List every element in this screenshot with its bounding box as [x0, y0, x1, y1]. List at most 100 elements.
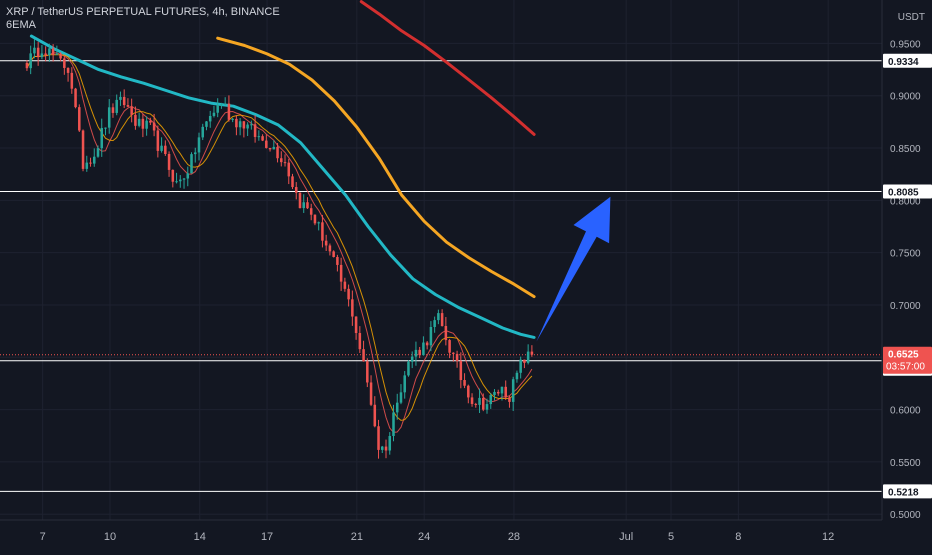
x-tick-label: 8: [735, 531, 741, 543]
candle-body: [137, 118, 141, 126]
level-tag-text: 0.9334: [888, 57, 919, 68]
candle-body: [324, 240, 328, 246]
candle-body: [272, 146, 276, 150]
candle-body: [343, 281, 347, 289]
candle-body: [220, 104, 223, 106]
candle-body: [410, 356, 414, 362]
candle-body: [126, 105, 130, 107]
candle-body: [81, 130, 85, 169]
level-tag-bg: [883, 184, 932, 199]
candle-body: [433, 320, 436, 327]
candle-body: [309, 208, 313, 215]
candle-body: [145, 120, 148, 129]
candle-body: [496, 391, 500, 394]
candle-body: [115, 99, 118, 113]
candle-body: [141, 118, 145, 129]
candle-body: [78, 107, 81, 131]
y-tick-label: 0.9000: [890, 92, 921, 103]
moving-averages: [26, 0, 536, 433]
candle-body: [268, 147, 272, 150]
candle-body: [212, 112, 216, 116]
candle-body: [130, 106, 133, 115]
candle-body: [55, 53, 59, 55]
candle-body: [317, 222, 320, 224]
price-axis[interactable]: USDT 0.9500 0.9000 0.8500 0.8000 0.7500 0.7000…: [881, 0, 932, 550]
x-tick-label: 24: [418, 531, 430, 543]
candle-body: [70, 72, 74, 89]
candle-body: [366, 361, 369, 383]
candle-body: [186, 173, 190, 179]
candle-body: [302, 202, 305, 209]
candle-body: [231, 118, 234, 120]
candle-body: [167, 153, 171, 170]
candle-body: [294, 187, 298, 193]
candle-body: [500, 386, 504, 394]
projection-arrow: [536, 196, 611, 342]
candle-body: [160, 145, 163, 151]
candle-body: [429, 326, 433, 346]
x-tick-label: 12: [822, 531, 834, 543]
candle-body: [519, 359, 522, 373]
candle-body: [283, 162, 287, 164]
candle-body: [508, 397, 511, 402]
candle-body: [171, 169, 175, 182]
candle-body: [287, 162, 291, 177]
time-axis[interactable]: 7 10 14 17 21 24 28 Jul 5 8 12: [0, 519, 932, 550]
candle-body: [276, 146, 279, 159]
candle-body: [96, 148, 100, 157]
horizontal-levels[interactable]: [0, 60, 882, 492]
candle-body: [59, 53, 62, 59]
candle-body: [399, 392, 403, 403]
candle-body: [467, 385, 470, 398]
candle-body: [395, 402, 399, 413]
candle-body: [40, 53, 44, 58]
countdown-text: 03:57:00: [886, 362, 925, 373]
candle-body: [250, 124, 253, 126]
candle-body: [66, 67, 70, 73]
candle-body: [179, 179, 182, 182]
candle-body: [152, 122, 156, 131]
candle-body: [328, 245, 332, 252]
candle-body: [235, 118, 238, 128]
candle-body: [175, 181, 178, 183]
candle-body: [100, 128, 104, 149]
candle-body: [111, 107, 115, 113]
bullish-arrow: [536, 196, 611, 342]
fast-ema-line: [26, 54, 533, 421]
candle-body: [470, 397, 474, 404]
candle-body: [85, 162, 89, 169]
y-tick-label: 0.6000: [890, 406, 921, 417]
candle-body: [89, 162, 92, 164]
candle-body: [388, 436, 392, 451]
candle-body: [422, 342, 425, 356]
candle-body: [474, 403, 478, 405]
candle-body: [485, 404, 489, 410]
x-tick-label: 7: [40, 531, 46, 543]
ema-200-line: [359, 0, 536, 136]
y-tick-label: 0.5000: [890, 510, 921, 521]
candle-body: [134, 114, 137, 126]
candle-body: [407, 361, 410, 376]
x-tick-label: 14: [194, 531, 206, 543]
candle-body: [336, 257, 339, 265]
level-tag-bg: [883, 484, 932, 499]
candle-body: [216, 104, 219, 113]
candle-body: [25, 62, 29, 69]
candle-body: [392, 412, 395, 437]
candle-body: [351, 299, 354, 317]
candle-body: [44, 53, 47, 56]
candle-body: [306, 202, 309, 209]
y-tick-label: 0.5500: [890, 458, 921, 469]
candle-body: [197, 137, 201, 153]
candle-body: [193, 152, 197, 155]
x-tick-label: 28: [508, 531, 520, 543]
candle-body: [298, 192, 302, 209]
candle-body: [107, 107, 111, 128]
candle-body: [481, 397, 485, 410]
candle-body: [459, 360, 463, 381]
candle-body: [208, 115, 212, 122]
candle-body: [332, 251, 335, 258]
candle-body: [448, 340, 451, 353]
